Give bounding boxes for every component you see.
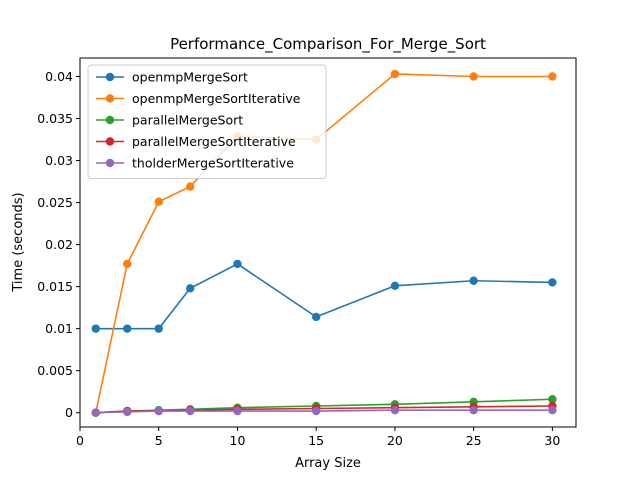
legend-label: openmpMergeSort <box>132 70 248 85</box>
y-tick-label: 0.035 <box>37 111 73 126</box>
y-tick-label: 0.02 <box>45 237 73 252</box>
data-point <box>186 406 195 416</box>
x-axis: 0 5 10 15 20 25 30 <box>76 427 560 448</box>
data-point <box>311 312 321 322</box>
data-point <box>186 284 195 293</box>
data-point <box>123 259 132 269</box>
y-tick-label: 0 <box>65 405 73 420</box>
legend-marker <box>105 115 115 125</box>
data-point <box>548 278 557 287</box>
data-point <box>233 406 242 416</box>
data-point <box>311 406 321 416</box>
legend-marker <box>105 94 115 103</box>
series-layer <box>91 69 557 417</box>
data-point <box>91 408 100 417</box>
legend-label: parallelMergeSortIterative <box>132 134 296 149</box>
data-point <box>186 182 195 191</box>
series-openmpMergeSort <box>91 259 557 333</box>
data-point <box>123 407 132 417</box>
data-point <box>154 324 163 333</box>
legend-marker <box>105 158 115 168</box>
legend-item: parallelMergeSortIterative <box>96 134 296 149</box>
legend-label: tholderMergeSortIterative <box>132 156 294 171</box>
legend-label: openmpMergeSortIterative <box>132 91 301 106</box>
legend-box <box>87 64 327 179</box>
x-tick-label: 5 <box>155 433 163 448</box>
y-axis-label: Time (seconds) <box>11 192 26 292</box>
x-tick-label: 25 <box>466 433 482 448</box>
legend-item: openmpMergeSort <box>96 70 248 85</box>
x-tick-label: 10 <box>230 433 246 448</box>
data-point <box>469 405 478 415</box>
legend: openmpMergeSort openmpMergeSortIterative p… <box>87 64 327 179</box>
data-point <box>91 324 100 333</box>
data-point <box>154 406 163 416</box>
data-point <box>548 395 557 404</box>
legend-marker <box>105 72 115 82</box>
y-tick-label: 0.01 <box>45 321 73 336</box>
legend-marker <box>105 137 115 146</box>
y-tick-label: 0.025 <box>37 195 73 210</box>
x-tick-label: 0 <box>76 433 84 448</box>
legend-item: parallelMergeSort <box>96 113 243 128</box>
legend-label: parallelMergeSort <box>132 113 243 128</box>
chart-title: Performance_Comparison_For_Merge_Sort <box>170 35 486 54</box>
x-tick-label: 15 <box>308 433 324 448</box>
data-point <box>154 197 163 206</box>
y-axis: 0 0.005 0.01 0.015 0.02 0.025 0.03 0.035 0.04 <box>37 69 80 420</box>
data-point <box>390 405 400 415</box>
y-tick-label: 0.015 <box>37 279 73 294</box>
data-point <box>233 259 242 269</box>
legend-item: openmpMergeSortIterative <box>96 91 301 106</box>
data-point <box>469 276 478 285</box>
data-point <box>548 405 557 415</box>
data-point <box>390 281 400 290</box>
series-tholderMergeSortIterative <box>91 405 557 417</box>
plot-frame <box>79 57 577 428</box>
y-tick-label: 0.03 <box>45 153 73 168</box>
data-point <box>123 324 132 333</box>
legend-item: tholderMergeSortIterative <box>96 156 294 171</box>
y-tick-label: 0.04 <box>45 69 73 84</box>
x-axis-label: Array Size <box>295 456 361 471</box>
data-point <box>548 72 557 81</box>
data-point <box>390 69 400 79</box>
x-tick-label: 30 <box>544 433 560 448</box>
data-point <box>469 72 478 81</box>
y-tick-label: 0.005 <box>37 363 73 378</box>
x-tick-label: 20 <box>387 433 403 448</box>
